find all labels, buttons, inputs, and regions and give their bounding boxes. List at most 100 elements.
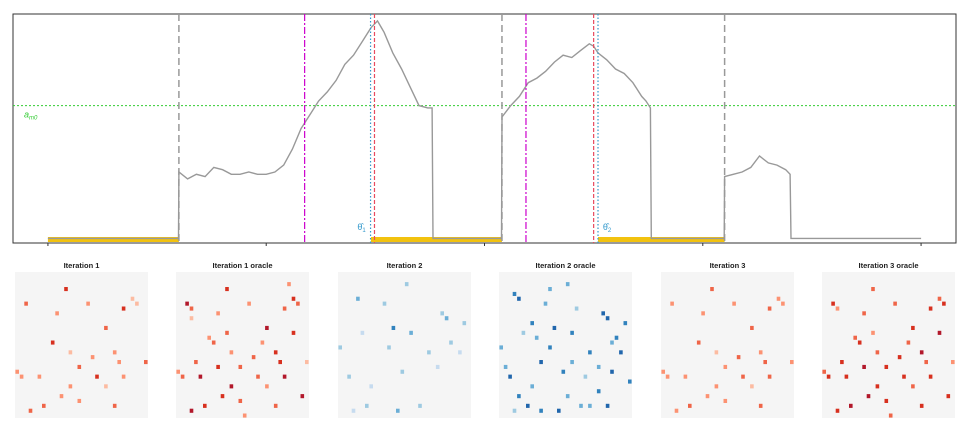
heatmap-cell [928, 306, 933, 311]
heatmap-cell [260, 340, 265, 345]
heatmap-title: Iteration 2 oracle [535, 261, 595, 270]
heatmap-cell [95, 374, 99, 379]
heatmap-cell [875, 384, 880, 389]
heatmap-cell [86, 301, 90, 306]
heatmap-cell [570, 360, 574, 365]
heatmap-cell [763, 360, 767, 365]
heatmap-cell [844, 374, 849, 379]
heatmap-cell [517, 296, 521, 301]
heatmap-cell [365, 403, 369, 408]
heatmap-cell [265, 384, 269, 389]
heatmap-cell [112, 403, 117, 408]
heatmap-cell [396, 408, 400, 413]
heatmap-cell [767, 306, 772, 311]
heatmap-cell [840, 360, 844, 365]
heatmap-cell [198, 374, 203, 379]
heatmap-cell [919, 350, 924, 355]
plot-frame [12, 13, 957, 244]
heatmap-panel: Iteration 1 oracle [176, 261, 309, 418]
heatmap-cell [831, 301, 835, 306]
heatmap-cell [911, 325, 915, 330]
heatmap-cell [273, 403, 278, 408]
heatmap-cell [714, 350, 719, 355]
heatmap-cell [225, 287, 229, 292]
heatmap-cell [849, 403, 853, 408]
heatmap-cell [534, 335, 539, 340]
heatmap-cell [888, 413, 893, 418]
heatmap-cell [937, 330, 942, 335]
heatmap-cell [561, 369, 566, 374]
heatmap-cell [242, 413, 247, 418]
estimated-label-main: θ̂ [357, 222, 364, 232]
heatmap-cell [351, 408, 356, 413]
heatmap-cell [238, 398, 243, 403]
heatmap-cell [369, 384, 373, 389]
heatmap-title: Iteration 1 [64, 261, 100, 270]
heatmap-cell [588, 350, 592, 355]
heatmap-cell [185, 301, 189, 306]
heatmap-cell [59, 394, 64, 399]
heatmap-cell [291, 330, 296, 335]
heatmap-cell [338, 345, 342, 350]
heatmap-cell [135, 301, 139, 306]
heatmap-cell [871, 330, 875, 335]
heatmap-cell [835, 306, 840, 311]
heatmap-cell [688, 403, 692, 408]
heatmap-cell [665, 374, 670, 379]
heatmap-cell [37, 374, 42, 379]
heatmap-cell [207, 335, 211, 340]
heatmap-cell [356, 296, 360, 301]
heatmap-cell [291, 296, 296, 301]
heatmap-cell [548, 345, 552, 350]
heatmap-cell [458, 350, 462, 355]
heatmap-cell [942, 301, 946, 306]
heatmap-cell [296, 301, 300, 306]
heatmap-cell [130, 296, 135, 301]
heatmap-cell [723, 398, 728, 403]
heatmap-title: Iteration 3 oracle [858, 261, 918, 270]
heatmap-cell [256, 374, 260, 379]
heatmap-cell [552, 325, 557, 330]
heatmap-cell [937, 296, 942, 301]
heatmap-cell [902, 374, 906, 379]
heatmap-cell [305, 360, 309, 365]
heatmap-cell [875, 350, 880, 355]
heatmap-cell [741, 374, 745, 379]
heatmap-cell [55, 311, 59, 316]
heatmap-cell [570, 330, 574, 335]
heatmap-panels: Iteration 1 Iteration 1 oracle Iteration 2… [15, 261, 955, 418]
heatmap-cell [64, 287, 68, 292]
heatmap-cell [238, 364, 243, 369]
heatmap-cell [776, 296, 781, 301]
heatmap-cell [50, 340, 55, 345]
heatmap-cell [180, 374, 185, 379]
heatmap-cell [853, 335, 857, 340]
heatmap-panel: Iteration 2 [338, 261, 471, 418]
heatmap-cell [951, 360, 955, 365]
heatmap-cell [596, 364, 601, 369]
heatmap-cell [557, 408, 561, 413]
heatmap-cell [946, 394, 951, 399]
heatmap-cell [449, 340, 453, 345]
heatmap-cell [517, 394, 521, 399]
heatmap-cell [117, 360, 121, 365]
estimated-change-point-label: θ̂2 [603, 222, 612, 234]
heatmap-cell [400, 369, 405, 374]
heatmap-cell [251, 355, 256, 360]
heatmap-cell [661, 369, 665, 374]
heatmap-cell [714, 384, 719, 389]
highlight-interval [370, 237, 502, 242]
heatmap-cell [112, 350, 117, 355]
heatmap-cell [884, 364, 889, 369]
heatmap-cell [265, 325, 269, 330]
heatmap-cell [701, 311, 705, 316]
heatmap-cell [674, 408, 679, 413]
estimated-label-sub: 2 [608, 228, 612, 234]
heatmap-cell [758, 403, 763, 408]
heatmap-cell [189, 408, 194, 413]
heatmap-panel: Iteration 2 oracle [499, 261, 632, 418]
heatmap-background [822, 272, 955, 418]
heatmap-cell [382, 301, 387, 306]
heatmap-cell [282, 374, 287, 379]
heatmap-cell [121, 306, 126, 311]
